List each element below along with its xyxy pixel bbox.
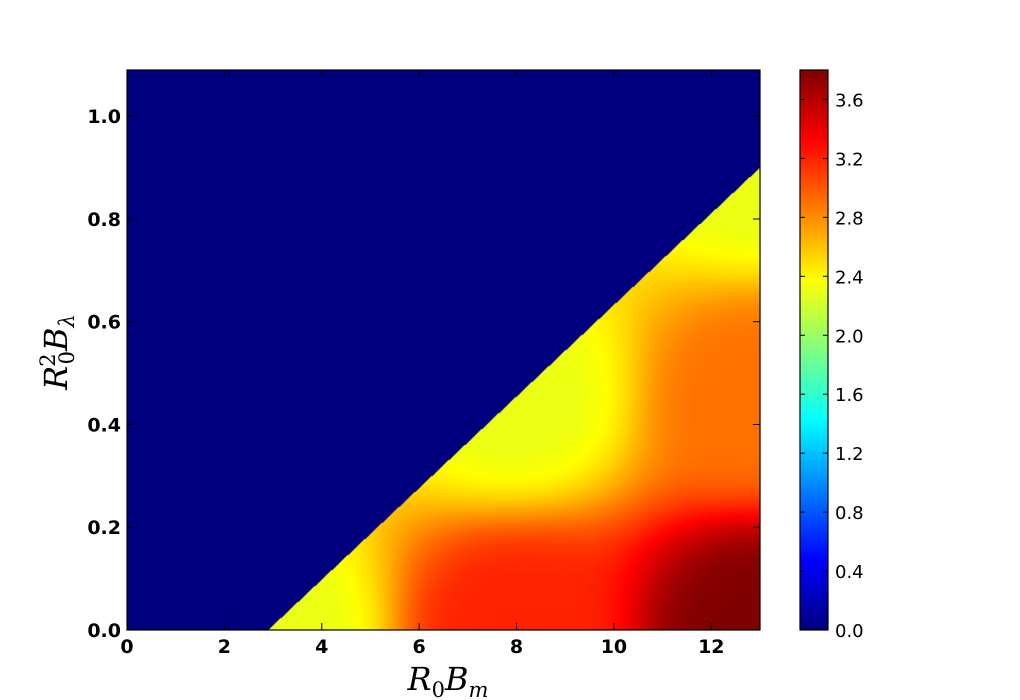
colorbar-tick-label: 3.6 (835, 90, 864, 111)
y-axis: 0.0 0.2 0.4 0.6 0.8 1.0 (87, 106, 760, 642)
plot-frame (126, 69, 761, 631)
colorbar-tick-label: 1.2 (835, 444, 864, 465)
x-axis-label: R0Bm (407, 660, 489, 700)
heatmap-image (127, 70, 760, 630)
colorbar-gradient (799, 69, 829, 631)
y-tick-label: 1.0 (87, 106, 121, 128)
colorbar-tick-label: 0.8 (835, 503, 864, 524)
x-tick-label: 10 (601, 636, 627, 658)
x-tick-label: 0 (120, 636, 133, 658)
colorbar-tick-label: 0.0 (835, 621, 864, 642)
y-tick-label: 0.0 (87, 620, 121, 642)
x-axis: 0 2 4 6 8 10 12 (120, 70, 725, 658)
x-tick-label: 12 (698, 636, 724, 658)
colorbar-tick-label: 2.8 (835, 208, 864, 229)
colorbar-tick-label: 2.0 (835, 326, 864, 347)
y-tick-label: 0.8 (87, 209, 121, 231)
y-tick-label: 0.4 (87, 414, 121, 436)
colorbar-tick-label: 3.2 (835, 149, 864, 170)
colorbar-tick-label: 0.4 (835, 562, 864, 583)
x-tick-label: 8 (510, 636, 523, 658)
x-tick-label: 2 (218, 636, 231, 658)
colorbar-tick-label: 2.4 (835, 267, 864, 288)
x-tick-label: 4 (315, 636, 328, 658)
x-tick-label: 6 (413, 636, 426, 658)
heatmap-plot: 0 2 4 6 8 10 12 0.0 0.2 0.4 0.6 0.8 1.0 (87, 69, 761, 658)
colorbar-axis: 0.0 0.4 0.8 1.2 1.6 2.0 2.4 2.8 3.2 3.6 (800, 90, 864, 642)
y-axis-label: R20Bλ (36, 314, 79, 391)
colorbar-tick-label: 1.6 (835, 385, 864, 406)
colorbar: 0.0 0.4 0.8 1.2 1.6 2.0 2.4 2.8 3.2 3.6 (799, 69, 864, 642)
y-tick-label: 0.2 (87, 517, 121, 539)
y-tick-label: 0.6 (87, 312, 121, 334)
